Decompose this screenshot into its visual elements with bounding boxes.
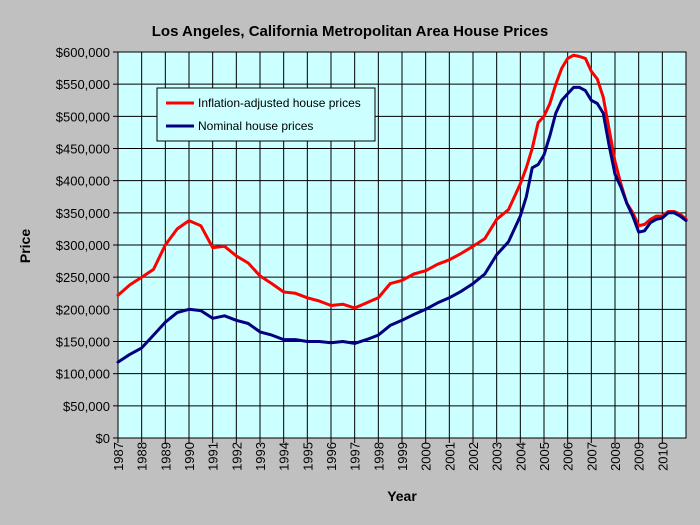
- legend-box: [156, 87, 376, 142]
- y-tick-label: $300,000: [56, 238, 110, 253]
- y-axis-title: Price: [17, 229, 33, 263]
- x-tick-label: 2002: [466, 442, 481, 471]
- legend: Inflation-adjusted house prices Nominal …: [156, 87, 376, 142]
- x-tick-label: 2007: [584, 442, 599, 471]
- y-axis: $0 $50,000 $100,000 $150,000 $200,000 $250,00…: [56, 45, 118, 446]
- x-tick-label: 1990: [182, 442, 197, 471]
- gridlines: [117, 51, 686, 439]
- x-tick-label: 2006: [561, 442, 576, 471]
- x-tick-label: 1988: [135, 442, 150, 471]
- y-tick-label: $50,000: [63, 399, 110, 414]
- x-tick-label: 2001: [442, 442, 457, 471]
- chart-title: Los Angeles, California Metropolitan Are…: [152, 23, 548, 40]
- x-tick-label: 1991: [206, 442, 221, 471]
- y-tick-label: $250,000: [56, 270, 110, 285]
- x-tick-label: 2000: [419, 442, 434, 471]
- x-tick-label: 1999: [395, 442, 410, 471]
- x-tick-label: 2005: [537, 442, 552, 471]
- x-tick-label: 2003: [490, 442, 505, 471]
- y-tick-label: $0: [96, 431, 110, 446]
- x-tick-label: 2004: [513, 442, 528, 471]
- y-tick-label: $150,000: [56, 335, 110, 350]
- x-tick-label: 1996: [324, 442, 339, 471]
- x-tick-label: 2008: [608, 442, 623, 471]
- y-tick-label: $450,000: [56, 142, 110, 157]
- x-tick-label: 1992: [229, 442, 244, 471]
- series-line-nominal: [116, 85, 688, 364]
- x-tick-label: 1998: [371, 442, 386, 471]
- x-axis-title: Year: [387, 488, 417, 504]
- x-tick-label: 2009: [632, 442, 647, 471]
- series-lines: [116, 53, 688, 364]
- x-tick-label: 1989: [158, 442, 173, 471]
- y-tick-label: $100,000: [56, 367, 110, 382]
- x-tick-label: 1995: [300, 442, 315, 471]
- y-tick-label: $350,000: [56, 206, 110, 221]
- x-axis: 1987 1988 1989 1990 1991 1992 1993 1994 1995 1996…: [111, 438, 670, 471]
- y-tick-label: $550,000: [56, 77, 110, 92]
- x-tick-label: 1987: [111, 442, 126, 471]
- x-tick-label: 1994: [277, 442, 292, 471]
- x-tick-label: 1993: [253, 442, 268, 471]
- y-tick-label: $400,000: [56, 174, 110, 189]
- legend-label-nominal: Nominal house prices: [198, 119, 313, 133]
- y-tick-label: $500,000: [56, 109, 110, 124]
- x-tick-label: 2010: [655, 442, 670, 471]
- y-tick-label: $600,000: [56, 45, 110, 60]
- x-tick-label: 1997: [348, 442, 363, 471]
- y-tick-label: $200,000: [56, 302, 110, 317]
- legend-label-inflation-adjusted: Inflation-adjusted house prices: [198, 96, 361, 110]
